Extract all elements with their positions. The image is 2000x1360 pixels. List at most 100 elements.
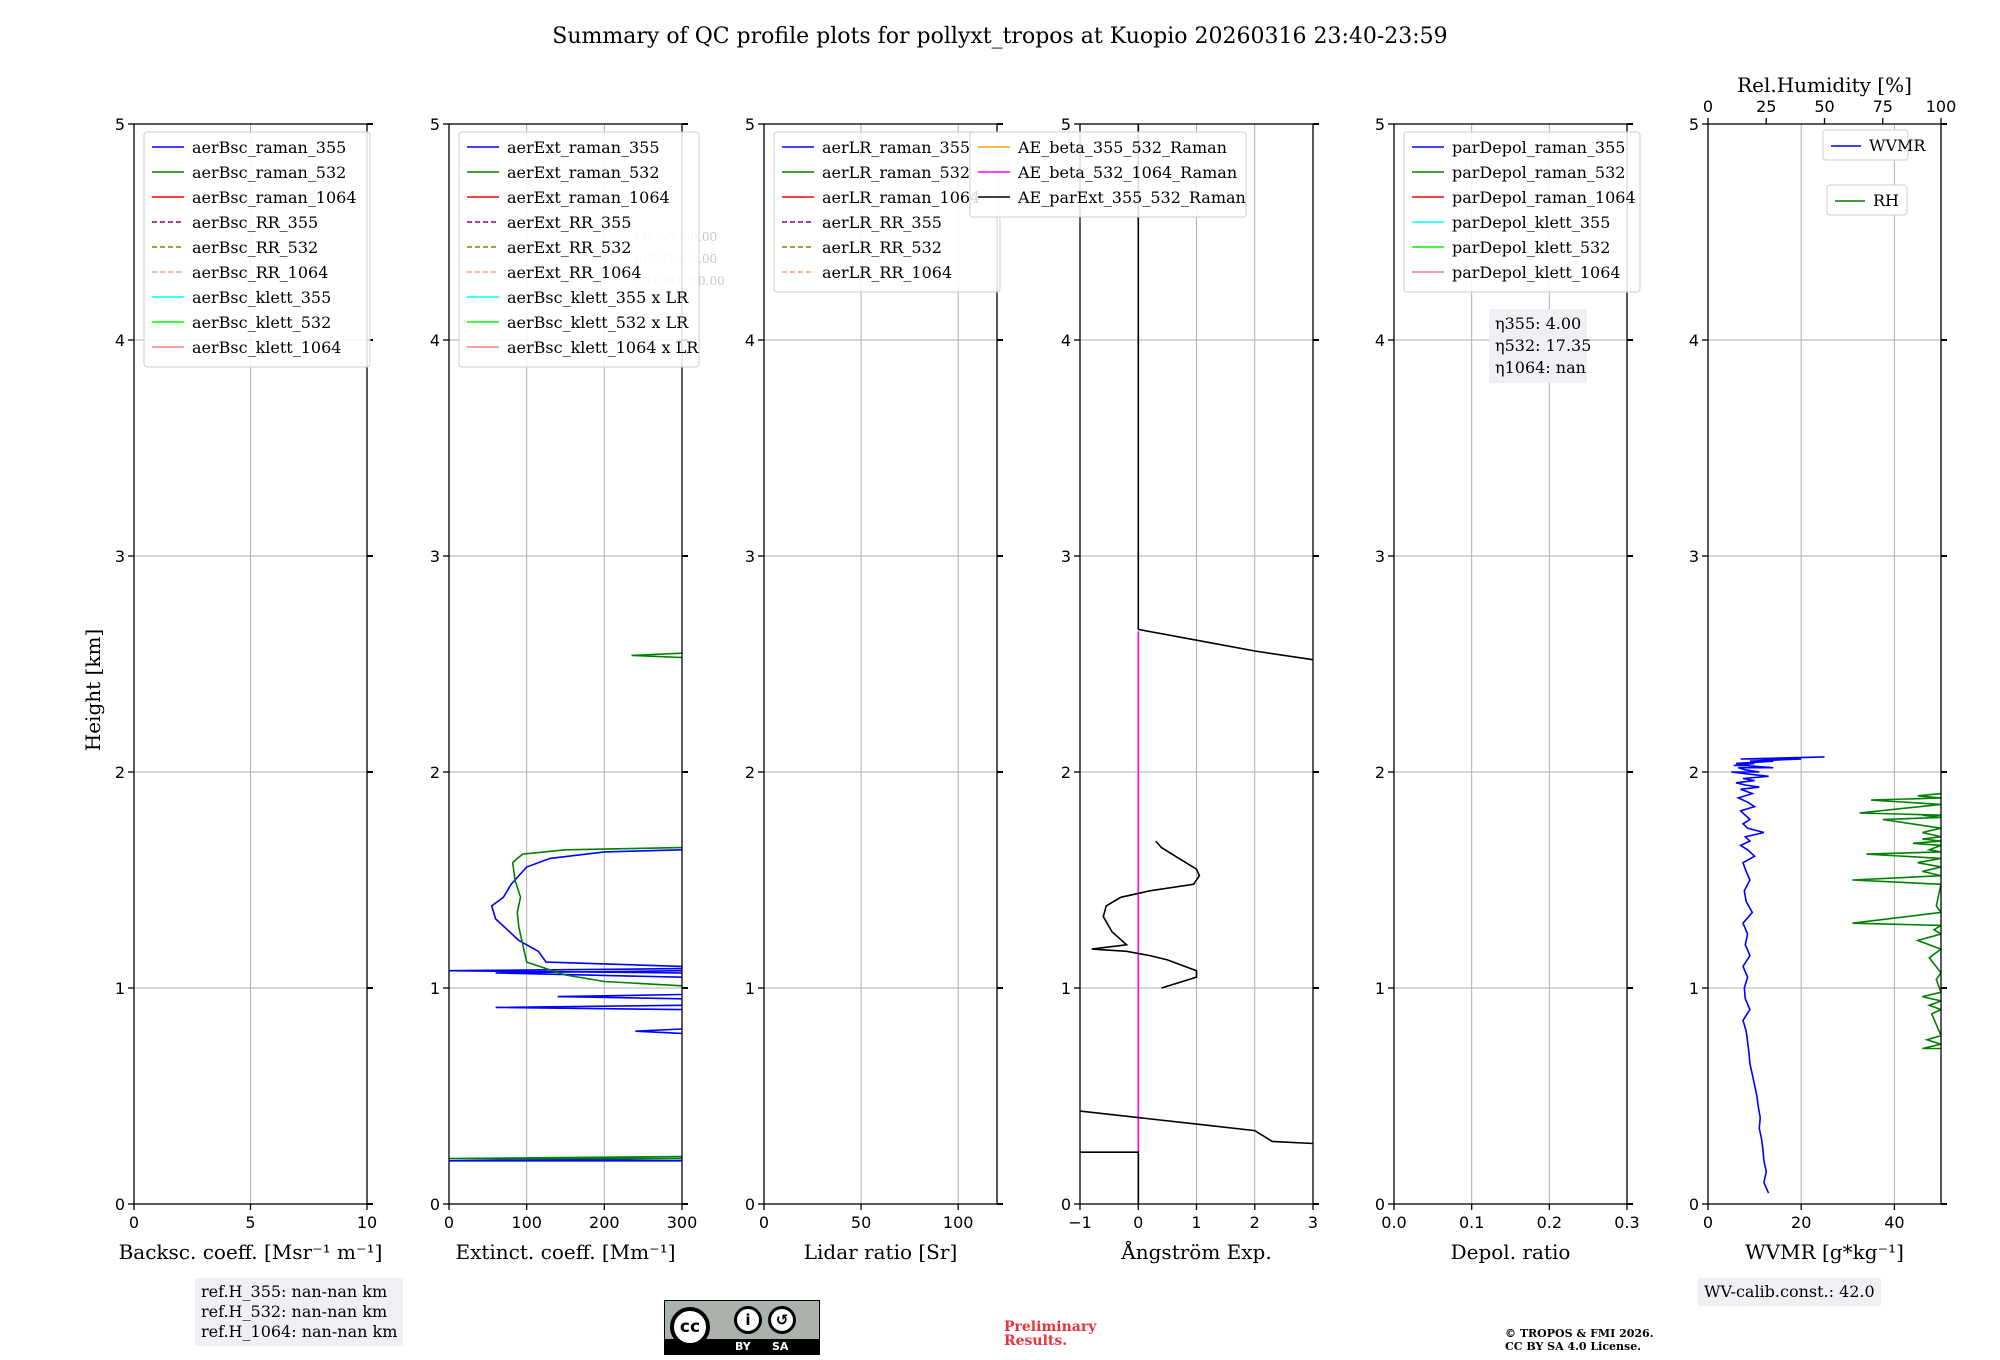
series-group (1731, 756, 1941, 1194)
y-tick-label: 5 (430, 115, 440, 134)
y-tick-label: 5 (1061, 115, 1071, 134)
legend-label: parDepol_klett_532 (1452, 238, 1610, 257)
y-tick-label: 2 (1061, 763, 1071, 782)
y-tick-label: 3 (430, 547, 440, 566)
top-x-tick-label: 25 (1756, 97, 1776, 116)
series-RH (1852, 792, 1941, 1050)
legend-label: aerLR_RR_355 (822, 213, 942, 232)
x-axis-label: Backsc. coeff. [Msr⁻¹ m⁻¹] (119, 1240, 383, 1264)
ref-height-1064: ref.H_1064: nan-nan km (201, 1322, 398, 1341)
top-x-tick-label: 0 (1703, 97, 1713, 116)
x-axis-label: Extinct. coeff. [Mm⁻¹] (455, 1240, 675, 1264)
top-axis-label: Rel.Humidity [%] (1737, 73, 1912, 97)
x-tick-label: 0 (444, 1213, 454, 1232)
x-tick-label: 300 (667, 1213, 698, 1232)
y-tick-label: 3 (115, 547, 125, 566)
legend-label: parDepol_klett_355 (1452, 213, 1610, 232)
x-tick-label: 0.1 (1459, 1213, 1484, 1232)
preliminary-line-1: Preliminary (1004, 1319, 1097, 1335)
x-tick-label: 0 (129, 1213, 139, 1232)
person-icon: i (734, 1306, 762, 1334)
x-axis-label: Depol. ratio (1451, 1240, 1571, 1264)
legend-label: aerExt_raman_1064 (507, 188, 670, 207)
x-tick-label: 40 (1884, 1213, 1904, 1232)
eta-box (1489, 309, 1587, 383)
series-aerExt_raman_532 (449, 652, 682, 1160)
legend-label: aerLR_raman_355 (822, 138, 970, 157)
x-tick-label: 50 (851, 1213, 871, 1232)
x-tick-label: 0 (1133, 1213, 1143, 1232)
y-tick-label: 4 (1061, 331, 1071, 350)
ref-height-box: ref.H_355: nan-nan km ref.H_532: nan-nan… (195, 1278, 404, 1346)
x-tick-label: 0 (759, 1213, 769, 1232)
legend-label: aerLR_RR_532 (822, 238, 942, 257)
top-x-tick-label: 75 (1873, 97, 1893, 116)
top-x-tick-label: 50 (1814, 97, 1834, 116)
legend-label: aerBsc_klett_355 x LR (507, 288, 689, 307)
x-tick-label: 0.2 (1537, 1213, 1562, 1232)
y-tick-label: 3 (1375, 547, 1385, 566)
y-tick-label: 1 (1689, 979, 1699, 998)
y-tick-label: 4 (1689, 331, 1699, 350)
legend-box (1826, 184, 1908, 216)
legend-label: AE_beta_532_1064_Raman (1017, 163, 1237, 182)
wv-calib-box: WV-calib.const.: 42.0 (1698, 1278, 1881, 1306)
y-tick-label: 4 (115, 331, 125, 350)
by-label: BY (735, 1340, 751, 1353)
legend-label: parDepol_raman_355 (1452, 138, 1625, 157)
x-tick-label: 200 (589, 1213, 620, 1232)
legend-box (1403, 131, 1641, 293)
y-tick-label: 0 (745, 1195, 755, 1214)
y-tick-label: 4 (745, 331, 755, 350)
share-alike-icon: ↺ (768, 1306, 796, 1334)
top-x-tick-label: 100 (1926, 97, 1957, 116)
y-tick-label: 4 (1375, 331, 1385, 350)
legend-label: aerBsc_klett_1064 (192, 338, 341, 357)
sa-label: SA (772, 1340, 789, 1353)
x-tick-label: 2 (1250, 1213, 1260, 1232)
y-tick-label: 3 (1061, 547, 1071, 566)
y-tick-label: 5 (745, 115, 755, 134)
legend-label: AE_beta_355_532_Raman (1017, 138, 1227, 157)
copyright-line-2: CC BY SA 4.0 License. (1505, 1340, 1642, 1353)
y-tick-label: 4 (430, 331, 440, 350)
y-tick-label: 1 (1061, 979, 1071, 998)
y-tick-label: 1 (745, 979, 755, 998)
y-tick-label: 2 (430, 763, 440, 782)
panel-5: 0.0 0.1 0.2 0.3 Depol. ratio 0 1 2 3 4 5 η355: 4.00… (1375, 115, 1641, 1264)
x-tick-label: 20 (1791, 1213, 1811, 1232)
legend-label: aerBsc_klett_1064 x LR (507, 338, 699, 357)
x-tick-label: 5 (245, 1213, 255, 1232)
note-text: η532: 17.35 (1495, 336, 1591, 355)
legend-label: aerBsc_RR_355 (192, 213, 318, 232)
y-tick-label: 0 (1689, 1195, 1699, 1214)
legend-label: aerBsc_raman_532 (192, 163, 346, 182)
legend-label: parDepol_raman_532 (1452, 163, 1625, 182)
y-tick-label: 5 (1375, 115, 1385, 134)
axes-frame (1707, 123, 1942, 1205)
x-tick-label: 0.0 (1381, 1213, 1406, 1232)
legend-label: aerExt_raman_532 (507, 163, 660, 182)
series-group (449, 652, 682, 1162)
y-tick-label: 2 (745, 763, 755, 782)
legend-label: aerExt_RR_532 (507, 238, 631, 257)
y-tick-label: 3 (745, 547, 755, 566)
legend-label: aerExt_RR_355 (507, 213, 631, 232)
x-axis-label: Ångström Exp. (1120, 1239, 1271, 1264)
legend-label: WVMR (1869, 136, 1926, 155)
cc-circle-icon: cc (670, 1307, 710, 1347)
cc-by-sa-icon[interactable]: cc i ↺ BY SA (664, 1300, 820, 1355)
x-tick-label: 3 (1308, 1213, 1318, 1232)
y-tick-label: 2 (1375, 763, 1385, 782)
legend-label: aerLR_RR_1064 (822, 263, 952, 282)
note-text: η1064: nan (1495, 358, 1586, 377)
axes-frame (763, 123, 998, 1205)
y-tick-label: 0 (115, 1195, 125, 1214)
legend-label: aerExt_RR_1064 (507, 263, 642, 282)
y-tick-label: 1 (1375, 979, 1385, 998)
x-axis-label: Lidar ratio [Sr] (804, 1240, 958, 1264)
